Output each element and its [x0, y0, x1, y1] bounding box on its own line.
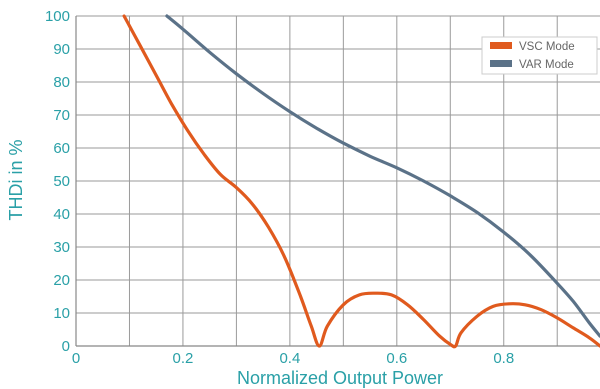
- legend-label-vsc: VSC Mode: [519, 41, 575, 53]
- tick-labels: 0 10 20 30 40 50 60 70 80 90 100 0 0.2 0.4 0.6 0.8: [45, 8, 514, 367]
- x-tick-label: 0.8: [493, 350, 514, 367]
- x-tick-label: 0.4: [279, 350, 300, 367]
- axes: [75, 16, 600, 347]
- y-tick-label: 20: [53, 272, 70, 289]
- y-tick-label: 60: [53, 140, 70, 157]
- y-tick-label: 100: [45, 8, 70, 25]
- legend-swatch-vsc: [490, 42, 512, 49]
- grid: [76, 15, 600, 346]
- y-tick-label: 40: [53, 206, 70, 223]
- series-line-vsc-mode: [122, 14, 600, 349]
- x-axis-label: Normalized Output Power: [237, 368, 443, 388]
- y-tick-label: 30: [53, 239, 70, 256]
- y-tick-label: 90: [53, 41, 70, 58]
- series-lines: [122, 14, 600, 349]
- y-tick-label: 70: [53, 107, 70, 124]
- y-tick-label: 10: [53, 305, 70, 322]
- y-axis-label: THDi in %: [6, 139, 26, 220]
- series-line-var-mode: [165, 14, 600, 338]
- legend-label-var: VAR Mode: [519, 59, 574, 71]
- x-tick-label: 0.6: [386, 350, 407, 367]
- x-tick-label: 0: [72, 350, 80, 367]
- y-tick-label: 0: [62, 338, 70, 355]
- y-tick-label: 80: [53, 74, 70, 91]
- legend-swatch-var: [490, 60, 512, 67]
- legend: VSC Mode VAR Mode: [481, 36, 598, 75]
- y-tick-label: 50: [53, 173, 70, 190]
- x-tick-label: 0.2: [173, 350, 194, 367]
